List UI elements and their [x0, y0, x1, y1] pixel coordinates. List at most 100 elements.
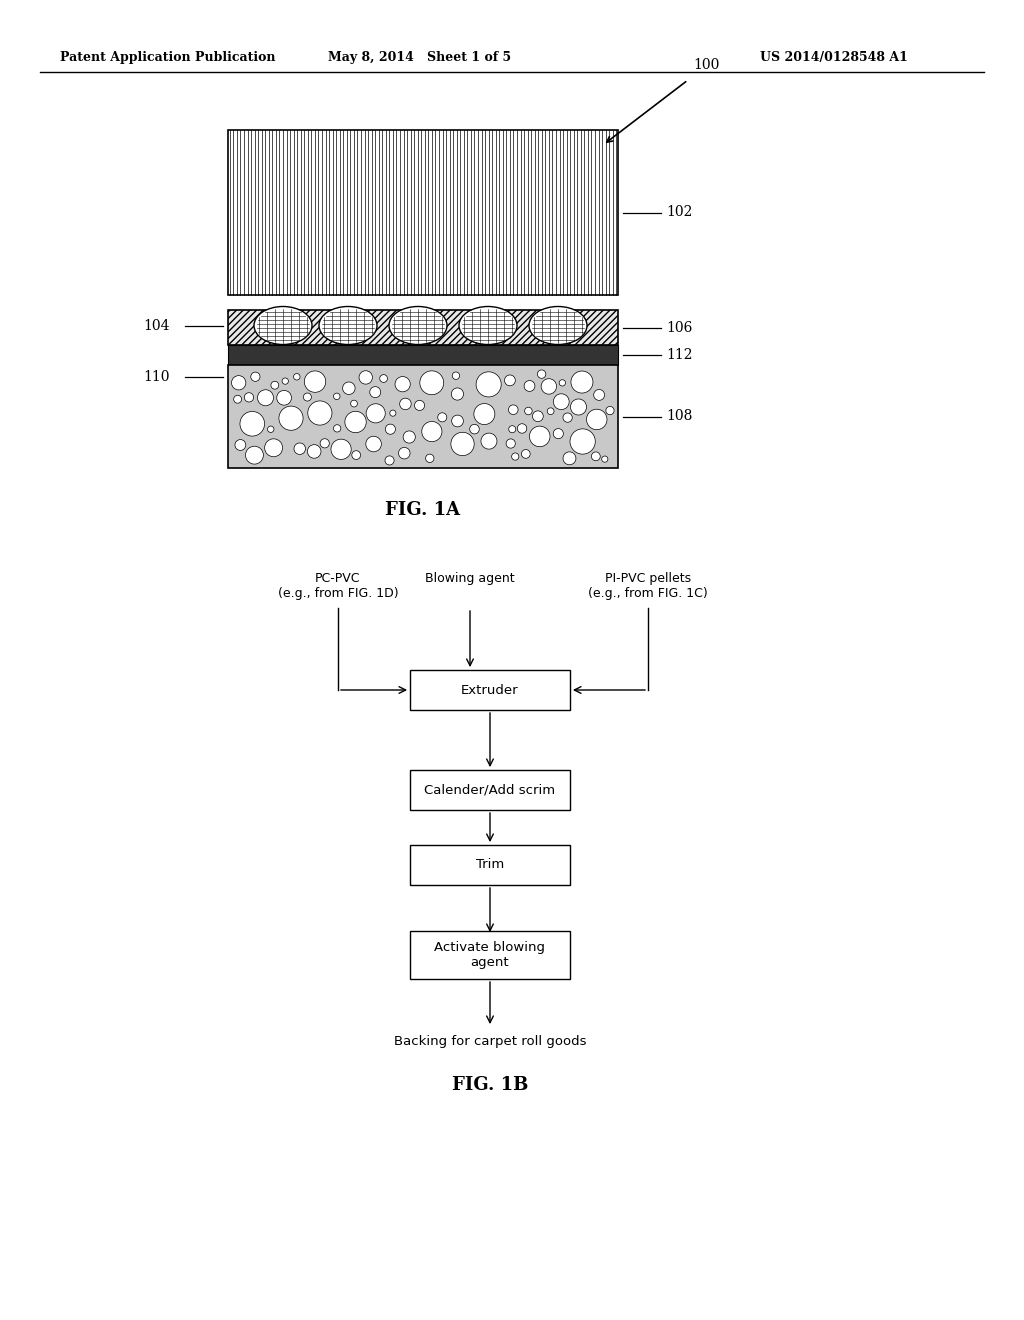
Circle shape — [452, 414, 464, 426]
Text: Patent Application Publication: Patent Application Publication — [60, 51, 275, 65]
Circle shape — [385, 424, 395, 434]
Circle shape — [367, 404, 385, 422]
Circle shape — [403, 430, 416, 444]
Circle shape — [352, 450, 360, 459]
Circle shape — [453, 372, 460, 379]
Circle shape — [559, 380, 565, 385]
Text: 110: 110 — [143, 370, 170, 384]
Text: 112: 112 — [666, 348, 692, 362]
Circle shape — [476, 372, 501, 397]
Bar — [228, 129, 618, 294]
Text: Calender/Add scrim: Calender/Add scrim — [424, 784, 556, 796]
Circle shape — [602, 455, 608, 462]
Bar — [410, 671, 570, 710]
Circle shape — [524, 408, 532, 414]
Circle shape — [246, 446, 263, 465]
Text: Trim: Trim — [476, 858, 504, 871]
Circle shape — [385, 455, 394, 465]
Circle shape — [541, 379, 557, 395]
Text: US 2014/0128548 A1: US 2014/0128548 A1 — [760, 51, 908, 65]
Bar — [228, 310, 618, 345]
Circle shape — [521, 450, 530, 458]
Circle shape — [563, 413, 572, 422]
Circle shape — [245, 392, 254, 403]
Circle shape — [234, 440, 246, 450]
Text: 108: 108 — [666, 409, 692, 424]
Ellipse shape — [459, 306, 517, 345]
Text: 100: 100 — [693, 58, 720, 73]
Circle shape — [553, 393, 569, 409]
Circle shape — [321, 438, 330, 447]
Circle shape — [470, 424, 479, 434]
Circle shape — [359, 371, 373, 384]
Text: Activate blowing
agent: Activate blowing agent — [434, 941, 546, 969]
Circle shape — [505, 375, 515, 385]
Text: 104: 104 — [143, 318, 170, 333]
Circle shape — [415, 400, 425, 411]
Circle shape — [264, 438, 283, 457]
Circle shape — [509, 405, 518, 414]
Circle shape — [570, 429, 595, 454]
Circle shape — [331, 440, 351, 459]
Circle shape — [380, 375, 387, 383]
Bar — [410, 931, 570, 979]
Circle shape — [257, 389, 273, 405]
Circle shape — [399, 399, 412, 409]
Circle shape — [231, 376, 246, 389]
Circle shape — [547, 408, 554, 414]
Text: 102: 102 — [666, 206, 692, 219]
Circle shape — [422, 421, 442, 442]
Circle shape — [366, 436, 381, 451]
Circle shape — [308, 401, 332, 425]
Circle shape — [343, 381, 355, 395]
Circle shape — [592, 451, 600, 461]
Text: 106: 106 — [666, 321, 692, 334]
Circle shape — [334, 393, 340, 400]
Circle shape — [233, 395, 242, 403]
Text: Blowing agent: Blowing agent — [425, 572, 515, 585]
Bar — [228, 129, 618, 294]
Text: FIG. 1B: FIG. 1B — [452, 1076, 528, 1094]
Bar — [228, 345, 618, 366]
Circle shape — [240, 412, 264, 436]
Circle shape — [563, 451, 575, 465]
Circle shape — [481, 433, 497, 449]
Circle shape — [426, 454, 434, 462]
Circle shape — [474, 404, 495, 425]
Text: May 8, 2014   Sheet 1 of 5: May 8, 2014 Sheet 1 of 5 — [329, 51, 512, 65]
Circle shape — [251, 372, 260, 381]
Ellipse shape — [389, 306, 447, 345]
Circle shape — [267, 426, 274, 433]
Circle shape — [506, 440, 515, 447]
Circle shape — [452, 388, 464, 400]
Bar — [410, 845, 570, 884]
Circle shape — [517, 424, 526, 433]
Circle shape — [271, 381, 279, 389]
Circle shape — [437, 413, 446, 422]
Ellipse shape — [319, 306, 377, 345]
Circle shape — [420, 371, 443, 395]
Circle shape — [524, 380, 535, 392]
Bar — [228, 366, 618, 469]
Circle shape — [529, 426, 550, 446]
Circle shape — [538, 370, 546, 379]
Circle shape — [282, 378, 289, 384]
Circle shape — [307, 445, 321, 458]
Circle shape — [370, 387, 381, 397]
Text: PI-PVC pellets
(e.g., from FIG. 1C): PI-PVC pellets (e.g., from FIG. 1C) — [588, 572, 708, 601]
Text: Backing for carpet roll goods: Backing for carpet roll goods — [394, 1035, 587, 1048]
Circle shape — [532, 411, 544, 421]
Text: Extruder: Extruder — [461, 684, 519, 697]
Circle shape — [294, 374, 300, 380]
Circle shape — [606, 407, 614, 414]
Circle shape — [594, 389, 604, 400]
Circle shape — [294, 444, 305, 454]
Text: PC-PVC
(e.g., from FIG. 1D): PC-PVC (e.g., from FIG. 1D) — [278, 572, 398, 601]
Circle shape — [451, 432, 474, 455]
Text: FIG. 1A: FIG. 1A — [385, 502, 461, 519]
Circle shape — [350, 400, 357, 407]
Circle shape — [571, 371, 593, 393]
Ellipse shape — [254, 306, 312, 345]
Circle shape — [570, 399, 587, 414]
Circle shape — [509, 425, 516, 433]
